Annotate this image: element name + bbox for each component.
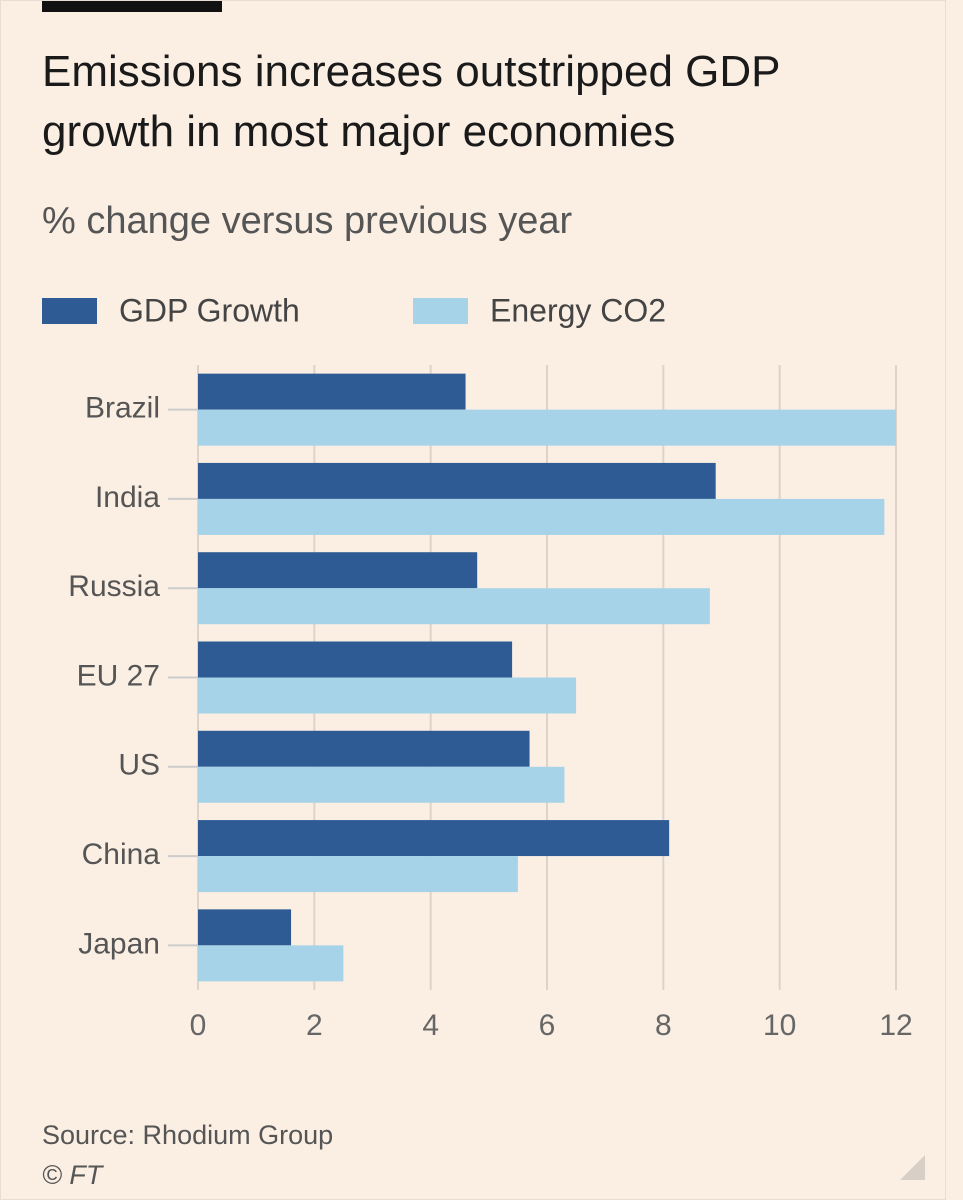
bar bbox=[198, 641, 513, 678]
bar bbox=[198, 373, 466, 410]
y-tick-label: Brazil bbox=[85, 392, 160, 425]
bar bbox=[198, 462, 716, 499]
legend-label: GDP Growth bbox=[119, 292, 300, 328]
bar bbox=[198, 820, 670, 857]
bar bbox=[198, 588, 710, 625]
legend-swatch bbox=[42, 298, 97, 324]
bar bbox=[198, 552, 478, 589]
resize-icon bbox=[900, 1155, 925, 1180]
bar bbox=[198, 766, 565, 803]
x-tick-label: 12 bbox=[879, 1009, 912, 1042]
source: Source: Rhodium Group bbox=[42, 1120, 334, 1150]
bar bbox=[198, 677, 577, 714]
bar bbox=[198, 856, 518, 893]
bar bbox=[198, 498, 885, 535]
y-tick-label: EU 27 bbox=[77, 659, 160, 692]
x-tick-label: 4 bbox=[422, 1009, 439, 1042]
bar bbox=[198, 409, 896, 446]
bar bbox=[198, 909, 292, 946]
copyright: © FT bbox=[42, 1160, 103, 1190]
x-tick-label: 2 bbox=[306, 1009, 323, 1042]
chart-title: Emissions increases outstripped GDP grow… bbox=[42, 47, 780, 156]
bar bbox=[198, 730, 530, 767]
legend-swatch bbox=[413, 298, 468, 324]
x-tick-label: 0 bbox=[190, 1009, 207, 1042]
chart-subtitle: % change versus previous year bbox=[42, 200, 573, 242]
bar bbox=[198, 945, 344, 982]
top-bar bbox=[42, 0, 222, 12]
x-tick-label: 6 bbox=[539, 1009, 556, 1042]
y-tick-label: China bbox=[82, 838, 161, 871]
y-tick-label: US bbox=[118, 749, 160, 782]
legend-label: Energy CO2 bbox=[490, 292, 666, 328]
y-tick-label: Japan bbox=[78, 927, 160, 960]
y-tick-label: Russia bbox=[68, 570, 160, 603]
x-tick-label: 8 bbox=[655, 1009, 672, 1042]
x-tick-label: 10 bbox=[763, 1009, 796, 1042]
y-tick-label: India bbox=[95, 481, 160, 514]
